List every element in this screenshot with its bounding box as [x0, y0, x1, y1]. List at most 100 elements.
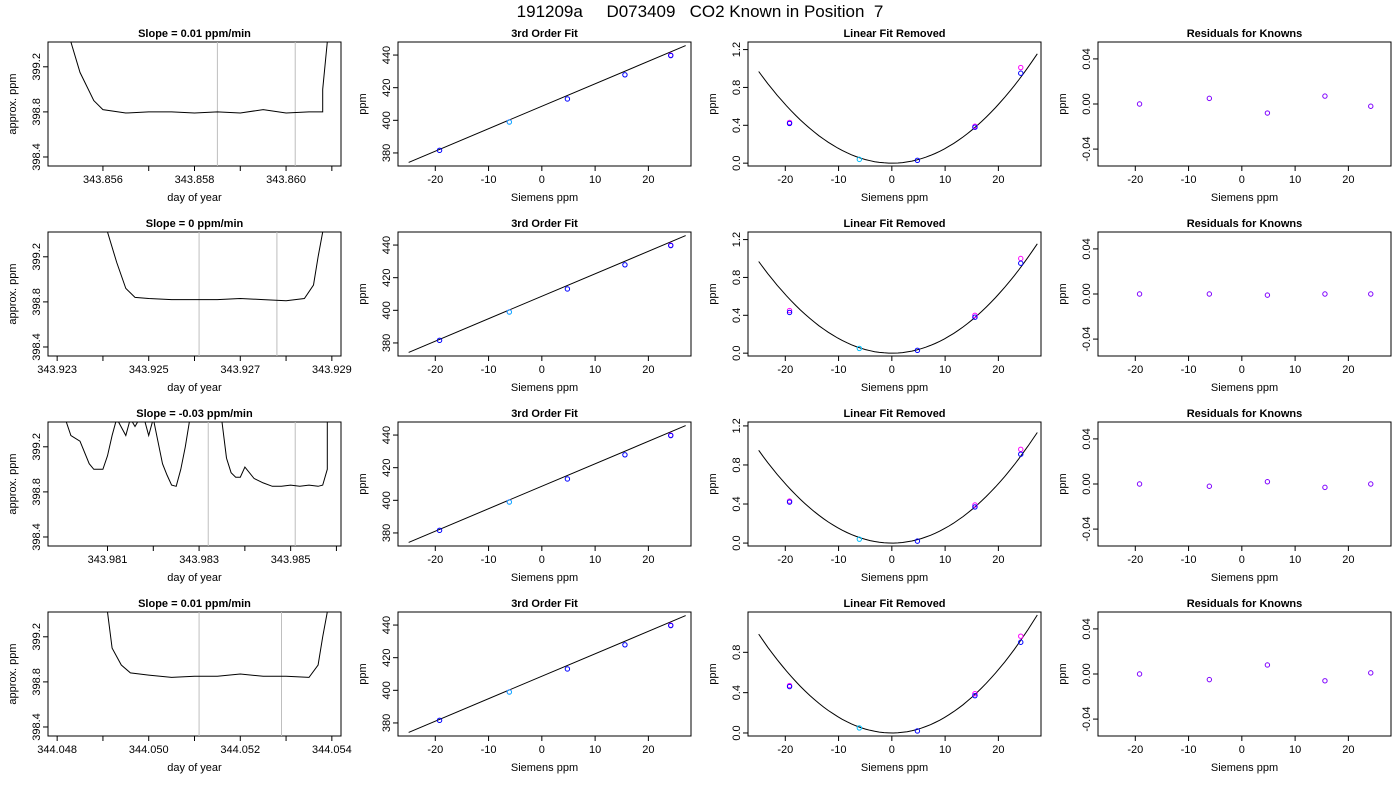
- x-tick-label: -10: [831, 744, 847, 756]
- x-tick-label: -20: [1127, 174, 1143, 186]
- panel-title: Slope = 0 ppm/min: [146, 218, 244, 230]
- y-tick-label: 420: [381, 79, 393, 97]
- y-tick-label: 0.4: [731, 685, 743, 700]
- y-tick-label: 0.0: [731, 346, 743, 361]
- x-tick-label: 0: [1239, 174, 1245, 186]
- chart-panel-r3c2: Linear Fit Removed -20 -10 0 10 20 0.0 0.4 0.8 Si…: [707, 598, 1042, 774]
- x-tick-label: 0: [539, 554, 545, 566]
- y-axis-label: ppm: [707, 283, 719, 304]
- residual-point: [1206, 95, 1213, 102]
- data-point-alt: [972, 502, 978, 508]
- x-tick-label: 10: [1289, 554, 1301, 566]
- data-point-siemens: [622, 452, 628, 458]
- plot-area: [408, 235, 686, 353]
- x-tick-label: -20: [1127, 744, 1143, 756]
- data-point-cyan: [506, 309, 513, 315]
- residual-point: [1136, 671, 1143, 677]
- x-tick-label: 343.858: [175, 174, 215, 186]
- y-tick-label: 398.4: [31, 523, 43, 551]
- y-axis-label: ppm: [707, 663, 719, 684]
- data-point-siemens: [786, 120, 793, 127]
- data-point-alt: [1018, 633, 1024, 639]
- x-tick-label: 343.929: [312, 364, 352, 376]
- residual-point: [1264, 292, 1271, 298]
- x-tick-label: -20: [777, 364, 793, 376]
- fit-curve: [758, 53, 1038, 164]
- ppm-trace-line: [107, 612, 328, 678]
- data-point-siemens: [786, 499, 793, 505]
- data-point-siemens: [668, 432, 674, 439]
- y-tick-label: 0.4: [731, 308, 743, 323]
- x-tick-label: 20: [992, 174, 1004, 186]
- y-tick-label: -0.04: [1081, 137, 1093, 162]
- plot-area: [1136, 662, 1374, 684]
- x-tick-label: -10: [831, 174, 847, 186]
- plot-frame: [397, 41, 692, 167]
- data-point-siemens: [668, 52, 674, 59]
- x-tick-label: 0: [889, 174, 895, 186]
- plot-frame: [47, 231, 342, 357]
- residual-point: [1264, 662, 1271, 668]
- x-tick-label: 343.856: [83, 174, 123, 186]
- x-axis-label: Siemens ppm: [511, 572, 578, 584]
- x-tick-label: 10: [939, 364, 951, 376]
- data-point-siemens: [972, 124, 978, 130]
- y-tick-label: 400: [381, 681, 393, 699]
- data-point-siemens: [622, 262, 628, 268]
- ppm-trace-line: [107, 232, 324, 302]
- y-tick-label: 398.8: [31, 288, 43, 316]
- x-tick-label: 343.983: [179, 554, 219, 566]
- x-tick-label: 10: [1289, 174, 1301, 186]
- chart-panel-r3c3: Residuals for Knowns -20 -10 0 10 20 -0.04 0.00…: [1057, 598, 1392, 774]
- y-tick-label: 1.2: [731, 418, 743, 433]
- x-tick-label: 20: [1342, 554, 1354, 566]
- plot-area: [758, 243, 1038, 354]
- y-tick-label: 0.00: [1081, 473, 1093, 494]
- x-axis-label: Siemens ppm: [511, 192, 578, 204]
- y-tick-label: 440: [381, 616, 393, 634]
- chart-panel-r1c1: 3rd Order Fit -20 -10 0 10 20 380 400 420 440 Siem…: [357, 218, 692, 394]
- data-point-cyan: [506, 689, 513, 695]
- chart-panel-r1c3: Residuals for Knowns -20 -10 0 10 20 -0.04 0.00…: [1057, 218, 1392, 394]
- x-tick-label: 10: [589, 174, 601, 186]
- plot-frame: [47, 421, 342, 547]
- plot-area: [107, 232, 324, 356]
- y-tick-label: 0.0: [731, 725, 743, 740]
- data-point-cyan: [506, 119, 513, 125]
- chart-panel-r0c0: Slope = 0.01 ppm/min 343.856 343.858 343.86…: [7, 28, 342, 204]
- panel-title: Linear Fit Removed: [843, 598, 945, 610]
- x-tick-label: 343.927: [220, 364, 260, 376]
- y-tick-label: 0.8: [731, 645, 743, 660]
- x-tick-label: 343.985: [271, 554, 311, 566]
- data-point-siemens: [972, 314, 978, 320]
- x-axis-label: day of year: [167, 572, 222, 584]
- y-tick-label: 380: [381, 144, 393, 162]
- x-tick-label: -20: [777, 744, 793, 756]
- x-tick-label: 10: [939, 554, 951, 566]
- y-tick-label: 400: [381, 491, 393, 509]
- fit-line: [408, 45, 686, 163]
- plot-area: [408, 615, 686, 733]
- panel-title: Slope = 0.01 ppm/min: [138, 598, 251, 610]
- data-point-alt: [786, 307, 793, 314]
- data-point-siemens: [972, 504, 978, 510]
- data-point-siemens: [1018, 260, 1024, 266]
- x-tick-label: 344.048: [37, 744, 77, 756]
- x-tick-label: 20: [1342, 364, 1354, 376]
- ppm-trace-line: [70, 42, 328, 114]
- residual-point: [1322, 93, 1328, 99]
- y-tick-label: 0.00: [1081, 93, 1093, 114]
- y-tick-label: 400: [381, 111, 393, 129]
- y-axis-label: ppm: [357, 93, 369, 114]
- y-tick-label: 399.2: [31, 623, 43, 651]
- x-axis-label: Siemens ppm: [511, 762, 578, 774]
- x-tick-label: 20: [1342, 174, 1354, 186]
- plot-area: [65, 422, 328, 546]
- x-axis-label: Siemens ppm: [861, 572, 928, 584]
- x-tick-label: 344.052: [220, 744, 260, 756]
- y-tick-label: 420: [381, 649, 393, 667]
- data-point-siemens: [1018, 639, 1024, 645]
- x-tick-label: 0: [1239, 364, 1245, 376]
- fit-curve: [758, 243, 1038, 354]
